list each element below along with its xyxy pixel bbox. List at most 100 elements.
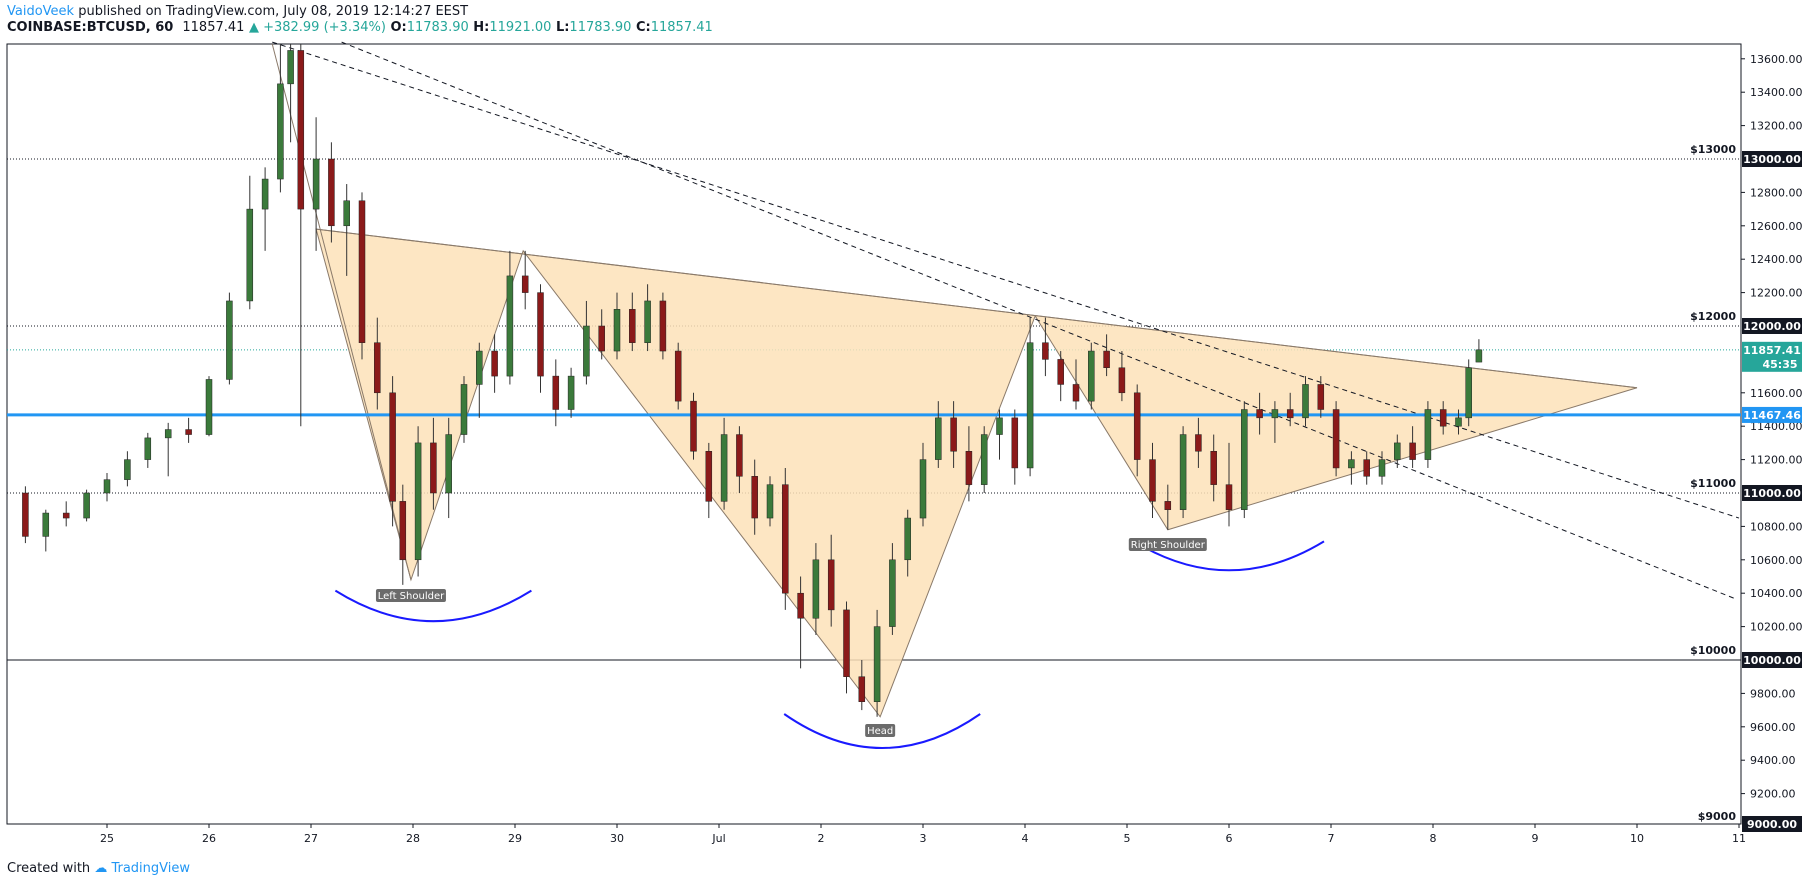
candle bbox=[583, 300, 590, 385]
candle-body-up bbox=[476, 350, 483, 385]
candle-body-up bbox=[996, 417, 1003, 435]
candle bbox=[1378, 451, 1386, 485]
right-shoulder-label: Right Shoulder bbox=[1131, 540, 1206, 551]
last-price-badge-text: 11857.41 bbox=[1743, 344, 1801, 357]
candle bbox=[389, 376, 396, 527]
candle bbox=[827, 534, 835, 627]
candle-body-down bbox=[598, 325, 605, 352]
candle-body-up bbox=[980, 434, 988, 485]
footer: Created with ☁ TradingView bbox=[7, 861, 190, 877]
pattern-area bbox=[315, 228, 1638, 718]
candle bbox=[904, 509, 911, 577]
candle-body-down bbox=[1317, 384, 1325, 410]
level-badge bbox=[1742, 816, 1802, 832]
candles bbox=[22, 44, 1483, 717]
level-badge-text: 10000.00 bbox=[1743, 654, 1801, 667]
candle bbox=[1195, 417, 1202, 468]
x-tick-label: 9 bbox=[1532, 832, 1539, 845]
candle-body-down bbox=[358, 200, 366, 343]
candle bbox=[491, 334, 498, 393]
author-link[interactable]: VaidoVeek bbox=[7, 4, 75, 19]
y-tick-label: 10400.00 bbox=[1750, 587, 1803, 600]
high-label: H: bbox=[473, 20, 490, 35]
candle-body-down bbox=[521, 275, 529, 293]
candle bbox=[1475, 339, 1483, 363]
candle-body-up bbox=[1348, 459, 1355, 469]
candle-body-up bbox=[1455, 417, 1462, 427]
candle-body-up bbox=[343, 200, 350, 227]
candle-body-down bbox=[674, 350, 682, 402]
candle bbox=[1455, 409, 1462, 435]
y-tick-label: 13200.00 bbox=[1750, 120, 1803, 133]
candle-body-down bbox=[1133, 392, 1141, 460]
trend-lines bbox=[272, 41, 1740, 599]
candle-body-down bbox=[552, 375, 560, 410]
level-badge-text: 11000.00 bbox=[1743, 487, 1801, 500]
x-tick-label: 8 bbox=[1430, 832, 1437, 845]
left-shoulder-label: Left Shoulder bbox=[378, 591, 445, 602]
level-label: $12000 bbox=[1690, 310, 1736, 323]
price-axis[interactable]: 9200.00 9400.00 9600.00 9800.00 10200.00 1040… bbox=[1741, 53, 1803, 801]
candle bbox=[445, 417, 452, 519]
level-label: $11000 bbox=[1690, 477, 1736, 490]
pattern-labels: Left Shoulder Head Right Shoulder bbox=[375, 538, 1207, 737]
x-tick-label: 25 bbox=[100, 832, 114, 845]
candle bbox=[812, 543, 820, 635]
candle bbox=[613, 292, 621, 360]
candle bbox=[226, 292, 233, 385]
candle bbox=[1317, 376, 1325, 418]
right-shoulder-arc bbox=[1133, 540, 1325, 572]
candle-body-up bbox=[83, 492, 90, 519]
candle bbox=[919, 442, 927, 527]
symbol-info: COINBASE:BTCUSD, 60 11857.41 ▲ +382.99 (… bbox=[7, 20, 713, 36]
candle-body-up bbox=[644, 300, 651, 343]
candle-body-down bbox=[843, 609, 850, 677]
level-badge-text: 13000.00 bbox=[1743, 153, 1801, 166]
candle bbox=[22, 486, 29, 544]
candle bbox=[185, 417, 192, 443]
candle bbox=[751, 459, 758, 535]
candle bbox=[537, 284, 544, 393]
y-tick-label: 12600.00 bbox=[1750, 220, 1803, 233]
candle bbox=[124, 451, 131, 487]
candle-body-up bbox=[205, 379, 213, 435]
time-axis[interactable]: 25 26 27 28 29 30 Jul 2 3 4 5 6 7 8 9 10 11 bbox=[100, 824, 1746, 845]
head-label: Head bbox=[867, 726, 893, 737]
candle-body-up bbox=[812, 559, 820, 619]
high-value: 11921.00 bbox=[489, 20, 552, 35]
candle bbox=[736, 426, 743, 493]
open-value: 11783.90 bbox=[406, 20, 469, 35]
tradingview-logo[interactable]: ☁ TradingView bbox=[94, 861, 190, 876]
trend-line bbox=[341, 41, 1735, 599]
candle bbox=[1348, 451, 1355, 485]
candle-body-down bbox=[1072, 384, 1080, 402]
candle-body-down bbox=[1256, 409, 1263, 419]
candle-body-up bbox=[460, 384, 468, 435]
candle bbox=[797, 576, 804, 669]
x-tick-label: 27 bbox=[304, 832, 318, 845]
candle-body-down bbox=[297, 50, 305, 210]
symbol: COINBASE:BTCUSD, 60 bbox=[7, 20, 174, 35]
candle bbox=[629, 292, 636, 352]
y-tick-label: 11200.00 bbox=[1750, 454, 1803, 467]
candle bbox=[312, 117, 320, 251]
candle bbox=[277, 44, 284, 193]
candle bbox=[644, 284, 651, 352]
x-tick-label: 2 bbox=[818, 832, 825, 845]
candle-body-down bbox=[1409, 442, 1416, 460]
candle-body-down bbox=[965, 451, 973, 485]
x-tick-label: 28 bbox=[406, 832, 420, 845]
right-shoulder-label-bg bbox=[1128, 538, 1207, 551]
candle bbox=[164, 422, 172, 477]
candle-body-down bbox=[1286, 409, 1294, 419]
candle-body-up bbox=[1424, 409, 1432, 460]
candle bbox=[476, 342, 483, 418]
candle-body-down bbox=[705, 451, 713, 502]
candle bbox=[83, 489, 90, 522]
candle-body-down bbox=[736, 434, 743, 477]
y-tick-label: 10200.00 bbox=[1750, 621, 1803, 634]
last-price-badge bbox=[1742, 341, 1802, 372]
candle bbox=[1088, 342, 1095, 410]
candle bbox=[358, 192, 366, 360]
